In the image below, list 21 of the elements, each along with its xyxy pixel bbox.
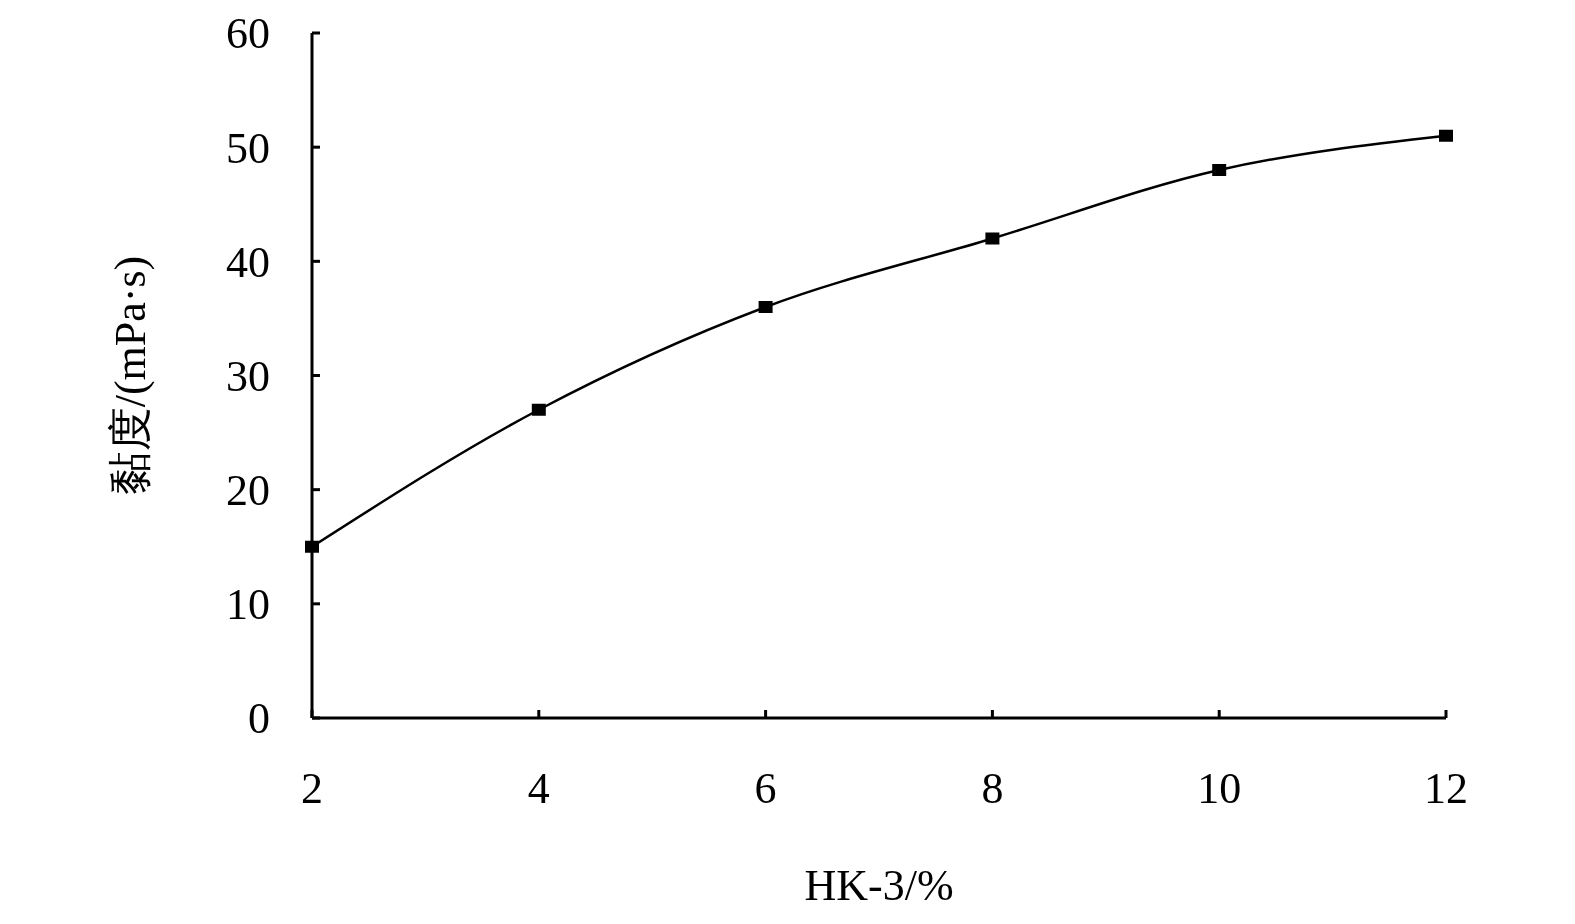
point: [985, 232, 1000, 245]
y-tick-label: 40: [226, 237, 270, 287]
x-tick-label: 8: [981, 764, 1004, 813]
point: [531, 403, 546, 416]
y-tick-label: 0: [248, 694, 270, 744]
point: [1212, 164, 1227, 176]
y-tick-label: 20: [226, 466, 270, 516]
x-tick-label: 4: [527, 764, 550, 813]
y-tick-label: 50: [226, 123, 270, 173]
y-axis-title: 黏度/(mPa·s): [106, 255, 155, 496]
y-tick-label: 30: [226, 351, 270, 401]
point: [305, 540, 319, 553]
x-tick-label: 6: [754, 764, 777, 813]
x-tick-label: 2: [301, 764, 323, 813]
point: [758, 301, 773, 313]
x-tick-label: 12: [1424, 764, 1468, 813]
point: [1439, 129, 1453, 142]
y-tick-label: 60: [226, 9, 270, 59]
x-axis-title: HK-3/%: [804, 861, 954, 910]
y-tick-label: 10: [226, 580, 270, 630]
x-tick-label: 10: [1197, 764, 1242, 813]
